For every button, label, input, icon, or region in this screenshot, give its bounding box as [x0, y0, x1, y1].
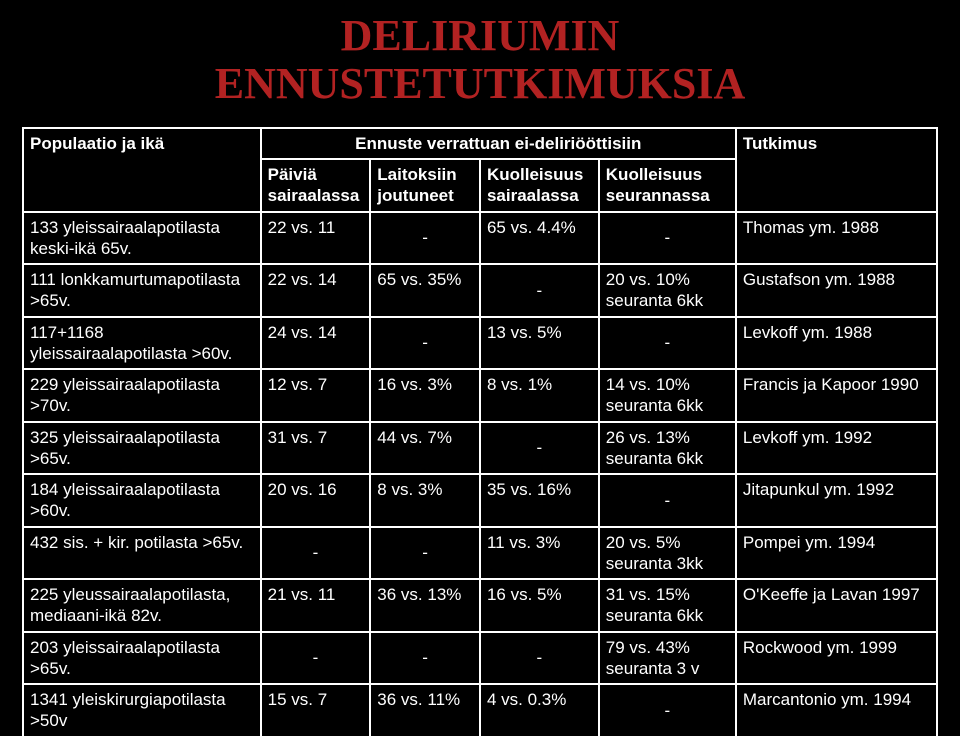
table-cell: 79 vs. 43% seuranta 3 v: [599, 632, 736, 685]
table-cell: 1341 yleiskirurgiapotilasta >50v: [23, 684, 261, 736]
header-sub3: Kuolleisuus sairaalassa: [480, 159, 599, 212]
table-cell: 133 yleissairaalapotilasta keski-ikä 65v…: [23, 212, 261, 265]
table-cell: 16 vs. 3%: [370, 369, 480, 422]
table-cell: -: [480, 264, 599, 317]
table-cell: -: [370, 527, 480, 580]
table-cell: 22 vs. 14: [261, 264, 371, 317]
table-cell: 65 vs. 4.4%: [480, 212, 599, 265]
table-cell: Thomas ym. 1988: [736, 212, 937, 265]
table-cell: -: [599, 684, 736, 736]
table-cell: 13 vs. 5%: [480, 317, 599, 370]
table-row: 111 lonkkamurtumapotilasta >65v.22 vs. 1…: [23, 264, 937, 317]
table-cell: 31 vs. 15% seuranta 6kk: [599, 579, 736, 632]
slide-title: DELIRIUMIN ENNUSTETUTKIMUKSIA: [0, 0, 960, 127]
table-cell: 35 vs. 16%: [480, 474, 599, 527]
header-group: Ennuste verrattuan ei-deliriööttisiin: [261, 128, 736, 159]
table-cell: 325 yleissairaalapotilasta >65v.: [23, 422, 261, 475]
table-cell: -: [370, 212, 480, 265]
table-cell: Gustafson ym. 1988: [736, 264, 937, 317]
table-cell: 31 vs. 7: [261, 422, 371, 475]
table-cell: 8 vs. 3%: [370, 474, 480, 527]
table-cell: -: [261, 632, 371, 685]
header-study: Tutkimus: [736, 128, 937, 212]
table-row: 203 yleissairaalapotilasta >65v.---79 vs…: [23, 632, 937, 685]
table-row: 225 yleussairaalapotilasta, mediaani-ikä…: [23, 579, 937, 632]
table-row: 432 sis. + kir. potilasta >65v.--11 vs. …: [23, 527, 937, 580]
table-cell: -: [370, 317, 480, 370]
table-cell: 15 vs. 7: [261, 684, 371, 736]
table-cell: 111 lonkkamurtumapotilasta >65v.: [23, 264, 261, 317]
title-line1: DELIRIUMIN: [341, 11, 620, 60]
header-population: Populaatio ja ikä: [23, 128, 261, 212]
table-cell: 26 vs. 13% seuranta 6kk: [599, 422, 736, 475]
header-sub4: Kuolleisuus seurannassa: [599, 159, 736, 212]
table-cell: -: [599, 317, 736, 370]
studies-table: Populaatio ja ikä Ennuste verrattuan ei-…: [22, 127, 938, 736]
table-cell: 203 yleissairaalapotilasta >65v.: [23, 632, 261, 685]
table-cell: -: [261, 527, 371, 580]
table-cell: Marcantonio ym. 1994: [736, 684, 937, 736]
table-cell: Levkoff ym. 1992: [736, 422, 937, 475]
title-line2: ENNUSTETUTKIMUKSIA: [215, 59, 746, 108]
table-row: 133 yleissairaalapotilasta keski-ikä 65v…: [23, 212, 937, 265]
header-sub1: Päiviä sairaalassa: [261, 159, 371, 212]
table-cell: 20 vs. 10% seuranta 6kk: [599, 264, 736, 317]
table-cell: O'Keeffe ja Lavan 1997: [736, 579, 937, 632]
table-cell: 4 vs. 0.3%: [480, 684, 599, 736]
header-sub2: Laitoksiin joutuneet: [370, 159, 480, 212]
table-cell: -: [370, 632, 480, 685]
table-cell: Francis ja Kapoor 1990: [736, 369, 937, 422]
table-cell: Pompei ym. 1994: [736, 527, 937, 580]
table-cell: 16 vs. 5%: [480, 579, 599, 632]
table-cell: -: [599, 212, 736, 265]
table-cell: 20 vs. 16: [261, 474, 371, 527]
table-cell: Rockwood ym. 1999: [736, 632, 937, 685]
table-row: 1341 yleiskirurgiapotilasta >50v15 vs. 7…: [23, 684, 937, 736]
table-cell: 22 vs. 11: [261, 212, 371, 265]
table-row: 325 yleissairaalapotilasta >65v.31 vs. 7…: [23, 422, 937, 475]
table-row: 117+1168 yleissairaalapotilasta >60v.24 …: [23, 317, 937, 370]
table-cell: 14 vs. 10% seuranta 6kk: [599, 369, 736, 422]
table-cell: 184 yleissairaalapotilasta >60v.: [23, 474, 261, 527]
table-cell: 20 vs. 5% seuranta 3kk: [599, 527, 736, 580]
header-row-1: Populaatio ja ikä Ennuste verrattuan ei-…: [23, 128, 937, 159]
table-cell: 65 vs. 35%: [370, 264, 480, 317]
table-cell: -: [599, 474, 736, 527]
table-cell: 44 vs. 7%: [370, 422, 480, 475]
table-cell: 229 yleissairaalapotilasta >70v.: [23, 369, 261, 422]
table-cell: 432 sis. + kir. potilasta >65v.: [23, 527, 261, 580]
table-cell: 225 yleussairaalapotilasta, mediaani-ikä…: [23, 579, 261, 632]
table-container: Populaatio ja ikä Ennuste verrattuan ei-…: [0, 127, 960, 736]
table-cell: 24 vs. 14: [261, 317, 371, 370]
table-cell: 21 vs. 11: [261, 579, 371, 632]
table-cell: 117+1168 yleissairaalapotilasta >60v.: [23, 317, 261, 370]
table-cell: -: [480, 632, 599, 685]
table-cell: -: [480, 422, 599, 475]
table-cell: 11 vs. 3%: [480, 527, 599, 580]
table-cell: 8 vs. 1%: [480, 369, 599, 422]
table-cell: Levkoff ym. 1988: [736, 317, 937, 370]
table-row: 184 yleissairaalapotilasta >60v.20 vs. 1…: [23, 474, 937, 527]
table-cell: 36 vs. 13%: [370, 579, 480, 632]
table-cell: Jitapunkul ym. 1992: [736, 474, 937, 527]
table-cell: 36 vs. 11%: [370, 684, 480, 736]
table-row: 229 yleissairaalapotilasta >70v.12 vs. 7…: [23, 369, 937, 422]
table-cell: 12 vs. 7: [261, 369, 371, 422]
